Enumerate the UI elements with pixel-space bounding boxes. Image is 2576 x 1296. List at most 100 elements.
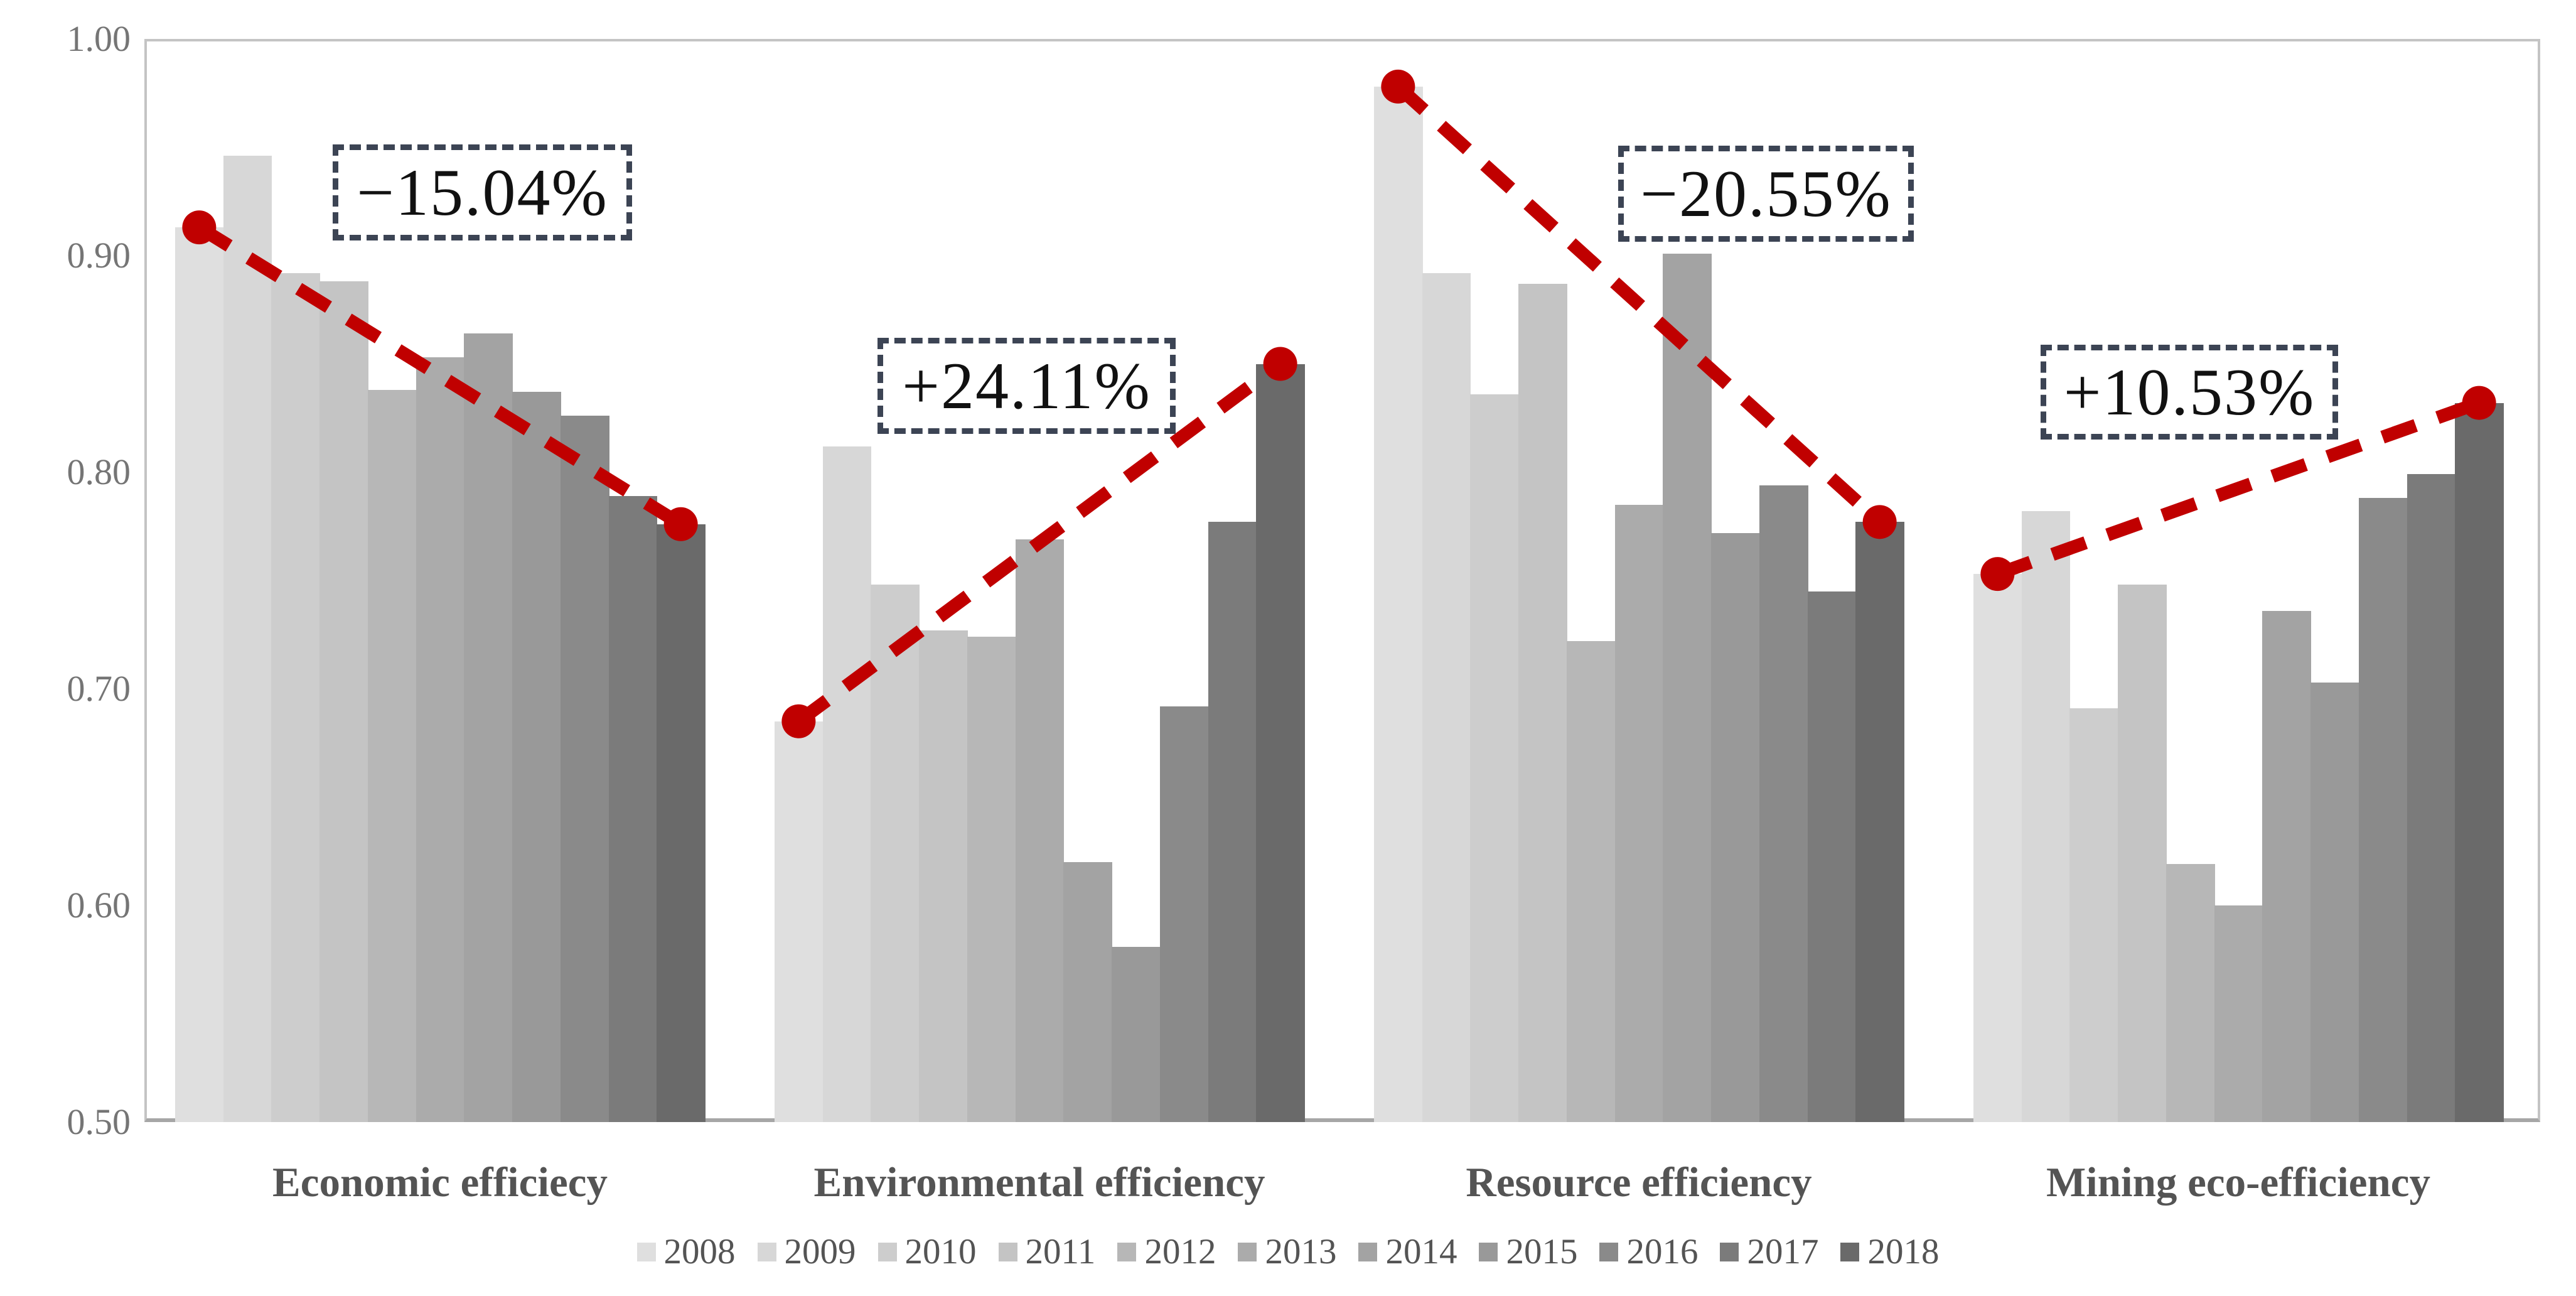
bar-2017 xyxy=(2407,474,2456,1122)
y-tick-label-0.90: 0.90 xyxy=(67,235,131,276)
legend-label-2014: 2014 xyxy=(1385,1232,1457,1272)
bar-2013 xyxy=(1015,539,1065,1122)
bar-2016 xyxy=(560,416,609,1122)
bar-2013 xyxy=(416,357,465,1122)
trend-marker-4-start xyxy=(1980,557,2015,591)
bar-2008 xyxy=(775,721,824,1122)
annotation-change-value: −20.55% xyxy=(1640,156,1892,230)
annotation-box-2: +24.11% xyxy=(877,338,1176,434)
trend-marker-3-start xyxy=(1381,69,1415,104)
bar-2014 xyxy=(1663,253,1712,1122)
legend-item-2008: 2008 xyxy=(636,1232,736,1272)
legend-item-2009: 2009 xyxy=(757,1232,856,1272)
annotation-change-value: −15.04% xyxy=(357,155,608,229)
bar-2015 xyxy=(512,392,561,1122)
bar-2015 xyxy=(1112,946,1161,1122)
legend-swatch-2010 xyxy=(877,1242,897,1261)
bar-2014 xyxy=(464,333,513,1122)
bar-2016 xyxy=(1759,485,1808,1122)
legend-swatch-2015 xyxy=(1479,1242,1498,1261)
legend-swatch-2012 xyxy=(1117,1242,1137,1261)
legend-swatch-2009 xyxy=(757,1242,776,1261)
bar-2018 xyxy=(2455,402,2504,1122)
trend-line-3 xyxy=(1393,82,1884,527)
legend-item-2010: 2010 xyxy=(877,1232,977,1272)
bar-2009 xyxy=(2021,511,2071,1122)
legend-label-2008: 2008 xyxy=(663,1232,736,1272)
bar-2011 xyxy=(919,630,968,1122)
legend-item-2011: 2011 xyxy=(998,1232,1096,1272)
plot-area xyxy=(144,39,2540,1122)
bar-2008 xyxy=(175,227,224,1122)
bar-2010 xyxy=(1470,394,1520,1122)
bar-group-4 xyxy=(1973,39,2504,1122)
legend-swatch-2017 xyxy=(1720,1242,1739,1261)
annotation-change-value: +10.53% xyxy=(2063,355,2316,429)
annotation-box-3: −20.55% xyxy=(1618,146,1914,242)
bar-2011 xyxy=(2118,585,2167,1122)
legend-swatch-2014 xyxy=(1358,1242,1378,1261)
bar-2016 xyxy=(2358,498,2408,1122)
bar-2011 xyxy=(319,281,368,1122)
trend-marker-1-end xyxy=(663,507,698,541)
legend-label-2016: 2016 xyxy=(1626,1232,1699,1272)
legend-label-2009: 2009 xyxy=(784,1232,856,1272)
legend-label-2011: 2011 xyxy=(1025,1232,1096,1272)
y-tick-label-0.50: 0.50 xyxy=(67,1101,131,1142)
bar-2018 xyxy=(1855,522,1904,1122)
legend-label-2018: 2018 xyxy=(1867,1232,1940,1272)
legend-item-2018: 2018 xyxy=(1840,1234,1939,1270)
bar-2011 xyxy=(1518,283,1567,1122)
annotation-box-1: −15.04% xyxy=(333,144,632,240)
category-label-2: Environmental efficiency xyxy=(813,1159,1265,1206)
category-label-4: Mining eco-efficiency xyxy=(2046,1159,2431,1206)
bar-2009 xyxy=(822,446,872,1122)
bar-2010 xyxy=(871,585,920,1122)
legend-label-2015: 2015 xyxy=(1506,1232,1578,1272)
legend-item-2017: 2017 xyxy=(1720,1234,1818,1270)
bar-2017 xyxy=(1807,591,1857,1122)
legend-label-2012: 2012 xyxy=(1144,1232,1216,1272)
bar-group-3 xyxy=(1374,39,1904,1122)
legend-swatch-2016 xyxy=(1599,1242,1619,1261)
legend-item-2012: 2012 xyxy=(1117,1234,1216,1270)
legend-swatch-2013 xyxy=(1238,1242,1257,1261)
bar-2012 xyxy=(2165,864,2215,1122)
trend-marker-3-end xyxy=(1862,505,1897,539)
category-label-1: Economic efficiecy xyxy=(272,1159,608,1206)
annotation-change-value: +24.11% xyxy=(902,348,1151,423)
trend-marker-4-end xyxy=(2462,386,2496,420)
bar-2015 xyxy=(1711,532,1760,1122)
legend: 2008 2009 2010 2011 2012 2013 2014 2015 2016 2017… xyxy=(0,1234,2576,1270)
bar-2018 xyxy=(1256,364,1305,1122)
bar-2014 xyxy=(1063,862,1113,1122)
annotation-box-4: +10.53% xyxy=(2041,345,2338,440)
y-tick-label-0.60: 0.60 xyxy=(67,885,131,926)
trend-line-4 xyxy=(1995,396,2482,581)
legend-swatch-2008 xyxy=(636,1242,656,1261)
bar-2016 xyxy=(1159,706,1209,1122)
legend-label-2017: 2017 xyxy=(1747,1232,1819,1272)
trend-line-1 xyxy=(195,222,685,530)
legend-label-2013: 2013 xyxy=(1265,1232,1337,1272)
y-tick-label-0.80: 0.80 xyxy=(67,451,131,492)
y-tick-label-0.70: 0.70 xyxy=(67,668,131,709)
y-tick-label-1.00: 1.00 xyxy=(67,18,131,59)
trend-marker-2-start xyxy=(781,704,816,738)
legend-item-2013: 2013 xyxy=(1238,1234,1336,1270)
legend-swatch-2011 xyxy=(998,1242,1017,1261)
trend-marker-2-end xyxy=(1263,347,1297,381)
bar-2015 xyxy=(2310,682,2359,1122)
bar-2010 xyxy=(2069,708,2119,1122)
bar-group-1 xyxy=(175,39,706,1122)
bar-2009 xyxy=(1422,273,1471,1122)
bar-2013 xyxy=(2214,905,2263,1122)
trend-line-2 xyxy=(795,359,1284,727)
bar-2012 xyxy=(367,389,417,1122)
legend-label-2010: 2010 xyxy=(904,1232,977,1272)
bar-2017 xyxy=(1208,522,1257,1122)
bar-2018 xyxy=(657,524,706,1122)
trend-marker-1-start xyxy=(182,210,217,245)
